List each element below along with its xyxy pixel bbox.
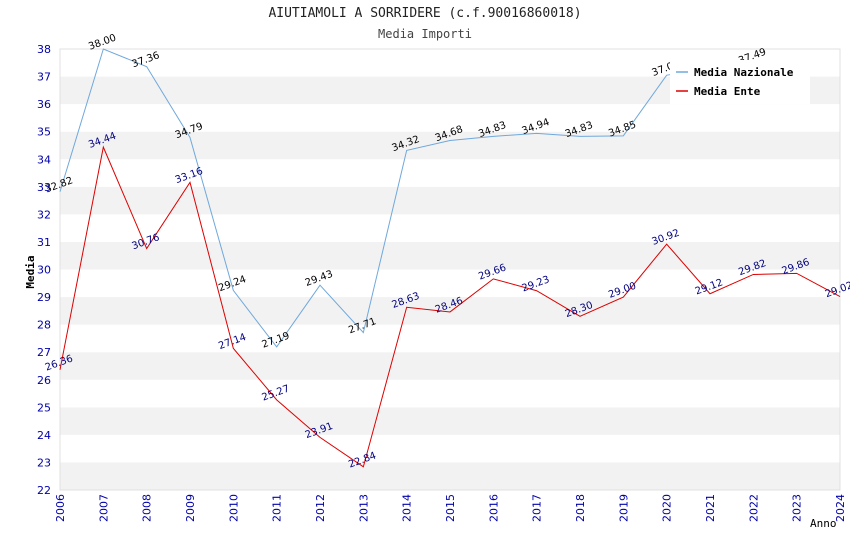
legend-box (670, 60, 810, 104)
grid-band (60, 462, 840, 490)
x-tick-label: 2015 (444, 494, 457, 522)
x-tick-label: 2014 (401, 494, 414, 522)
x-tick-label: 2022 (747, 494, 760, 522)
y-tick-label: 31 (37, 236, 51, 249)
y-tick-label: 22 (37, 484, 51, 497)
y-tick-label: 34 (37, 153, 51, 166)
legend: Media Nazionale Media Ente (670, 60, 810, 104)
grid-band (60, 379, 840, 408)
series-line-media-ente (59, 145, 841, 468)
y-tick-label: 25 (37, 401, 51, 414)
y-tick-label: 32 (37, 208, 51, 221)
grid-band (60, 407, 840, 435)
series-group (59, 48, 841, 468)
x-tick-label: 2023 (791, 494, 804, 522)
y-tick-label: 35 (37, 126, 51, 139)
x-tick-label: 2017 (531, 494, 544, 522)
x-tick-label: 2020 (661, 494, 674, 522)
y-tick-label: 23 (37, 456, 51, 469)
grid-band (60, 186, 840, 215)
grid-band (60, 104, 840, 132)
y-tick-label: 26 (37, 374, 51, 387)
x-tick-label: 2010 (227, 494, 240, 522)
grid-band (60, 241, 840, 270)
y-tick-label: 36 (37, 98, 51, 111)
x-tick-label: 2006 (54, 494, 67, 522)
y-tick-label: 38 (37, 43, 51, 56)
x-tick-label: 2024 (834, 494, 847, 522)
grid-band (60, 214, 840, 242)
y-tick-label: 28 (37, 319, 51, 332)
grid-band (60, 434, 840, 463)
x-tick-label: 2012 (314, 494, 327, 522)
legend-label: Media Nazionale (694, 66, 794, 79)
x-tick-label: 2019 (617, 494, 630, 522)
grid-band (60, 297, 840, 325)
x-tick-label: 2021 (704, 494, 717, 522)
x-tick-label: 2013 (357, 494, 370, 522)
plot-frame (59, 48, 841, 491)
y-tick-label: 33 (37, 181, 51, 194)
x-tick-label: 2008 (141, 494, 154, 522)
grid-band (60, 324, 840, 353)
y-tick-label: 30 (37, 264, 51, 277)
x-axis-ticks: 2006 2007 2008 2009 2010 2011 2012 2013 2014 2015… (54, 494, 847, 522)
x-tick-label: 2009 (184, 494, 197, 522)
series-line-media-nazionale (59, 48, 754, 348)
chart-title: AIUTIAMOLI A SORRIDERE (c.f.90016860018) (268, 6, 582, 21)
x-tick-label: 2016 (487, 494, 500, 522)
legend-label: Media Ente (694, 85, 761, 98)
x-tick-label: 2018 (574, 494, 587, 522)
grid-bands (59, 48, 841, 491)
y-tick-label: 29 (37, 291, 51, 304)
y-tick-label: 37 (37, 71, 51, 84)
grid-band (60, 131, 840, 160)
y-axis-ticks: 22 23 24 25 26 27 28 29 30 31 32 33 34 35 36 37 38 (37, 43, 51, 497)
y-axis-label: Media (24, 255, 37, 288)
y-tick-label: 24 (37, 429, 51, 442)
y-tick-label: 27 (37, 346, 51, 359)
x-axis-label: Anno (810, 517, 837, 530)
grid-band (60, 269, 840, 298)
chart-subtitle: Media Importi (378, 27, 472, 41)
x-tick-label: 2011 (271, 494, 284, 522)
grid-band (60, 352, 840, 380)
x-tick-label: 2007 (97, 494, 110, 522)
